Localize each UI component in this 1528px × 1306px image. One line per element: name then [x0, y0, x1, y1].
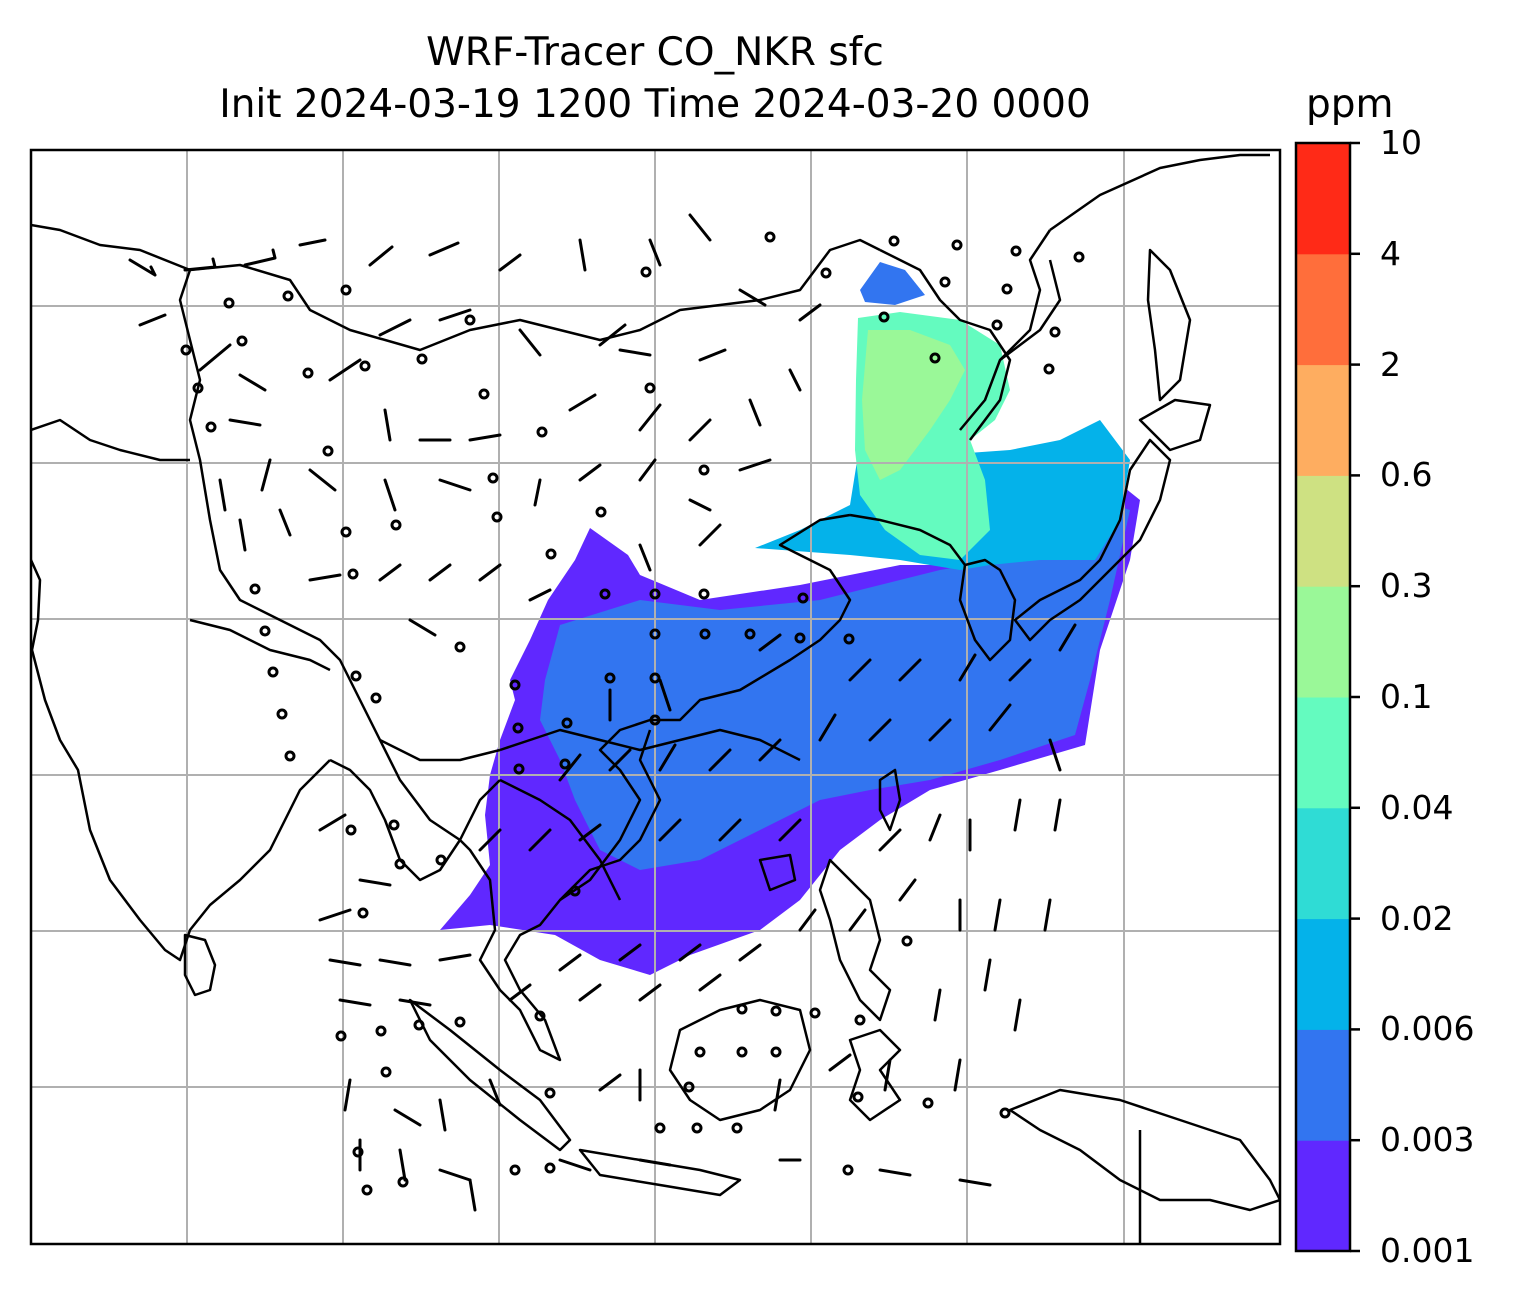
coastline-sumatra: [408, 998, 572, 1152]
colorbar-segment: [1296, 1140, 1350, 1252]
tracer-plume-core: [862, 330, 965, 480]
coastline-sri-lanka: [183, 933, 217, 997]
colorbar: [1294, 141, 1360, 1253]
coastlines-borders: [31, 153, 1280, 1244]
coastline-borneo: [668, 998, 812, 1122]
coastline-kamchatka: [1049, 153, 1270, 232]
border-china-mongolia: [189, 238, 881, 352]
colorbar-segment: [1296, 475, 1350, 587]
colorbar-tick-label: 0.001: [1380, 1231, 1475, 1270]
coastline-new-guinea: [1008, 1088, 1280, 1212]
border-kazakhstan: [31, 223, 191, 272]
coastline-okhotsk: [959, 229, 1052, 431]
colorbar-unit-label: ppm: [1306, 82, 1394, 127]
coastline-sakhalin: [1146, 248, 1192, 402]
border-himalaya: [189, 618, 331, 672]
coastline-java: [578, 1148, 742, 1197]
colorbar-tick-label: 0.1: [1380, 677, 1433, 716]
coastline-india: [31, 559, 331, 962]
tracer-plume-layer: [440, 262, 1140, 975]
coastline-vietnam-east: [559, 729, 662, 901]
coastline-philippines: [818, 858, 892, 1022]
tracer-plume-core-north: [860, 262, 925, 305]
colorbar-segment: [1296, 918, 1350, 1030]
coastline-hokkaido: [1138, 398, 1212, 452]
coastline-sulawesi: [848, 1028, 902, 1122]
colorbar-segment: [1296, 253, 1350, 366]
calm-wind-markers: [180, 231, 1085, 1196]
border-central-asia: [31, 418, 190, 462]
coastline-taiwan: [878, 768, 902, 832]
map-title: WRF-Tracer CO_NKR sfc: [426, 30, 884, 75]
colorbar-tick-label: 0.006: [1380, 1009, 1475, 1049]
map-frame: [29, 148, 1282, 1246]
colorbar-tick-label: 4: [1380, 233, 1401, 273]
border-china-southeast: [499, 728, 801, 762]
colorbar-segment: [1296, 697, 1350, 809]
tracer-plume-mid: [540, 500, 1130, 870]
colorbar-segment: [1296, 364, 1350, 476]
coastline-japan: [1013, 438, 1172, 642]
colorbar-tick-label: 0.02: [1380, 898, 1454, 938]
border-china-west: [178, 269, 501, 762]
wind-barb-field: [128, 213, 1077, 1212]
border-myanmar-thailand: [378, 739, 501, 842]
colorbar-segment: [1296, 143, 1350, 255]
coastline-korea: [958, 558, 1017, 662]
coastline-hainan: [758, 853, 797, 892]
border-china-korea: [849, 513, 966, 566]
coastline-indochina: [329, 513, 852, 1062]
colorbar-tick-label: 2: [1380, 344, 1401, 384]
colorbar-segment: [1296, 807, 1350, 920]
colorbar-tick-label: 0.04: [1380, 787, 1454, 827]
border-far-east: [999, 259, 1062, 361]
map-subtitle: Init 2024-03-19 1200 Time 2024-03-20 000…: [219, 82, 1091, 127]
border-laos-vietnam: [499, 778, 622, 901]
colorbar-tick-label: 0.3: [1380, 566, 1433, 606]
colorbar-tick-label: 0.6: [1380, 455, 1433, 495]
colorbar-segment: [1296, 1029, 1350, 1141]
border-china-russia-east: [879, 248, 1012, 441]
colorbar-segment: [1296, 586, 1350, 698]
colorbar-tick-label: 0.003: [1380, 1120, 1475, 1160]
map-gridlines: [31, 150, 1280, 1244]
colorbar-tick-label: 10: [1380, 123, 1422, 162]
